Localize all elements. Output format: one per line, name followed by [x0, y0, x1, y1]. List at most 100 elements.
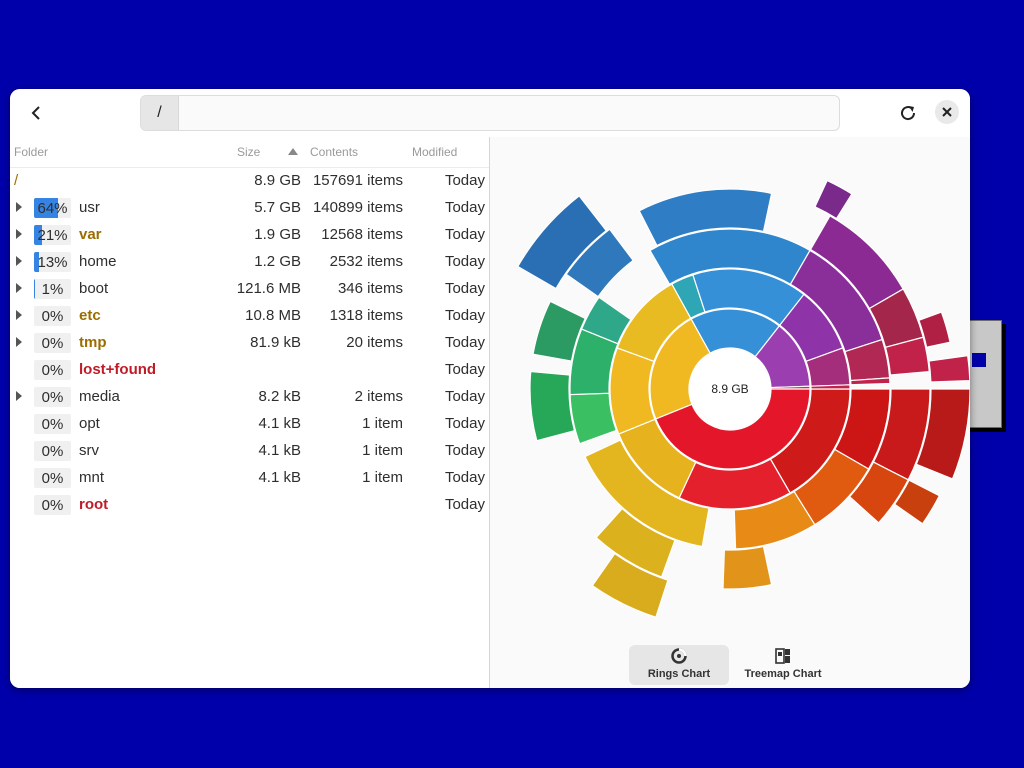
- folder-row-lost-found[interactable]: 0% lost+found Today: [10, 357, 489, 384]
- ring5-e[interactable]: [814, 179, 853, 220]
- folder-modified: Today: [444, 280, 485, 297]
- ring5-b[interactable]: [893, 479, 941, 525]
- folder-name: usr: [79, 199, 100, 216]
- root-name: /: [14, 172, 19, 189]
- usage-percent: 0%: [41, 497, 64, 514]
- ring2-usr-d[interactable]: [678, 458, 791, 510]
- close-icon: [942, 107, 952, 117]
- column-folder[interactable]: Folder: [14, 145, 49, 159]
- ring3-d[interactable]: [584, 439, 710, 548]
- rings-chart-button[interactable]: Rings Chart: [629, 645, 729, 685]
- ring4-h[interactable]: [638, 188, 773, 247]
- usage-percent: 1%: [41, 281, 64, 298]
- usage-bar: 0%: [34, 441, 71, 461]
- folder-modified: Today: [444, 334, 485, 351]
- expander-icon[interactable]: [16, 310, 22, 320]
- folder-row-opt[interactable]: 0% opt 4.1 kB 1 item Today: [10, 411, 489, 438]
- folder-name: tmp: [79, 334, 107, 351]
- close-button[interactable]: [935, 100, 959, 124]
- ring3-k[interactable]: [850, 377, 891, 386]
- folder-size: 1.9 GB: [254, 226, 301, 243]
- header-bar: /: [10, 89, 970, 138]
- expander-icon[interactable]: [16, 391, 22, 401]
- folder-size: 121.6 MB: [236, 280, 301, 297]
- expander-icon[interactable]: [16, 202, 22, 212]
- folder-row-etc[interactable]: 0% etc 10.8 MB 1318 items Today: [10, 303, 489, 330]
- folder-row-usr[interactable]: 64% usr 5.7 GB 140899 items Today: [10, 195, 489, 222]
- ring2-var-b[interactable]: [609, 347, 656, 435]
- folder-name: lost+found: [79, 361, 157, 378]
- usage-percent: 0%: [41, 416, 64, 433]
- folder-modified: Today: [444, 469, 485, 486]
- expander-icon[interactable]: [16, 337, 22, 347]
- ring4-k[interactable]: [884, 336, 930, 376]
- usage-bar: 0%: [34, 387, 71, 407]
- refresh-button[interactable]: [894, 99, 922, 127]
- expander-icon[interactable]: [16, 283, 22, 293]
- folder-row-mnt[interactable]: 0% mnt 4.1 kB 1 item Today: [10, 465, 489, 492]
- rings-chart[interactable]: 8.9 GB: [490, 137, 970, 637]
- usage-bar: 0%: [34, 360, 71, 380]
- root-modified: Today: [444, 172, 485, 189]
- expander-icon[interactable]: [16, 229, 22, 239]
- location-bar[interactable]: /: [140, 95, 840, 131]
- folder-name: srv: [79, 442, 99, 459]
- folder-contents: 1318 items: [329, 307, 403, 324]
- ring4-c[interactable]: [722, 545, 773, 590]
- ring5-g[interactable]: [928, 354, 970, 383]
- ring4-b[interactable]: [848, 461, 910, 524]
- folder-row-srv[interactable]: 0% srv 4.1 kB 1 item Today: [10, 438, 489, 465]
- usage-percent: 0%: [41, 470, 64, 487]
- ring-segment-usr-main[interactable]: [655, 388, 811, 470]
- usage-bar-fill: [34, 225, 42, 245]
- folder-contents: 140899 items: [312, 199, 403, 216]
- column-contents[interactable]: Contents: [310, 145, 359, 159]
- folder-contents: 2532 items: [329, 253, 403, 270]
- ring5-d[interactable]: [517, 195, 608, 290]
- ring3-g[interactable]: [580, 296, 632, 345]
- folder-modified: Today: [444, 496, 485, 513]
- folder-size: 1.2 GB: [254, 253, 301, 270]
- folder-size: 8.2 kB: [258, 388, 301, 405]
- root-size: 8.9 GB: [254, 172, 301, 189]
- usage-percent: 21%: [37, 227, 68, 244]
- folder-modified: Today: [444, 388, 485, 405]
- back-button[interactable]: [22, 99, 50, 127]
- usage-bar: 0%: [34, 414, 71, 434]
- folder-row-media[interactable]: 0% media 8.2 kB 2 items Today: [10, 384, 489, 411]
- folder-modified: Today: [444, 442, 485, 459]
- ring4-e[interactable]: [529, 370, 576, 442]
- folder-row-boot[interactable]: 1% boot 121.6 MB 346 items Today: [10, 276, 489, 303]
- folder-modified: Today: [444, 226, 485, 243]
- folder-size: 4.1 kB: [258, 415, 301, 432]
- chart-center[interactable]: [690, 349, 770, 429]
- ring3-c[interactable]: [733, 490, 816, 550]
- folder-contents: 1 item: [362, 469, 403, 486]
- usage-bar: 64%: [34, 198, 71, 218]
- folder-row-var[interactable]: 21% var 1.9 GB 12568 items Today: [10, 222, 489, 249]
- folder-row-root[interactable]: 0% root Today: [10, 492, 489, 519]
- ring5-f[interactable]: [918, 311, 951, 348]
- column-modified[interactable]: Modified: [412, 145, 458, 159]
- column-size[interactable]: Size: [237, 145, 261, 159]
- root-row[interactable]: / 8.9 GB 157691 items Today: [10, 168, 489, 195]
- folder-contents: 20 items: [346, 334, 403, 351]
- folder-modified: Today: [444, 361, 485, 378]
- ring4-d[interactable]: [595, 507, 676, 578]
- ring5-c[interactable]: [591, 552, 669, 619]
- folder-size: 4.1 kB: [258, 442, 301, 459]
- ring4-f[interactable]: [532, 300, 587, 362]
- ring2-etc[interactable]: [810, 384, 851, 390]
- ring5-a[interactable]: [915, 388, 970, 480]
- path-segment-root[interactable]: /: [141, 96, 179, 130]
- treemap-chart-button[interactable]: Treemap Chart: [733, 645, 833, 685]
- disk-usage-window: / Folder Size Contents Modified / 8.9 GB…: [10, 89, 970, 688]
- refresh-icon: [901, 106, 916, 121]
- usage-bar: 1%: [34, 279, 71, 299]
- folder-row-home[interactable]: 13% home 1.2 GB 2532 items Today: [10, 249, 489, 276]
- expander-icon[interactable]: [16, 256, 22, 266]
- folder-row-tmp[interactable]: 0% tmp 81.9 kB 20 items Today: [10, 330, 489, 357]
- ring3-e[interactable]: [569, 392, 618, 445]
- ring4-g[interactable]: [565, 228, 634, 298]
- treemap-chart-icon: [775, 648, 790, 664]
